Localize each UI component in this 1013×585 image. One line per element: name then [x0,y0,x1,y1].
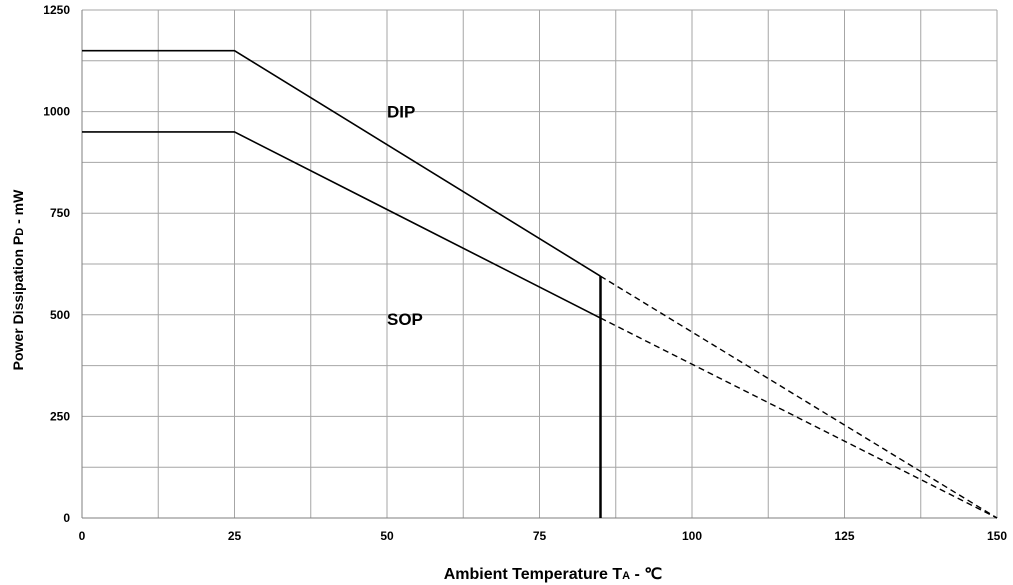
y-tick-label: 500 [50,308,70,322]
x-tick-label: 25 [228,529,242,543]
y-tick-label: 1000 [43,105,70,119]
x-axis-label: Ambient Temperature TA - ℃ [444,566,663,583]
series-extrapolation-sop [600,317,998,519]
y-tick-label: 750 [50,206,70,220]
x-tick-label: 150 [987,529,1007,543]
grid [81,9,998,519]
y-axis-label: Power Dissipation PD - mW [10,189,26,370]
annotation-dip: DIP [387,103,415,122]
x-tick-label: 75 [533,529,547,543]
tick-labels: 0 25 50 75 100 125 150 0 250 500 750 1000 1250 [43,3,1007,543]
x-tick-label: 100 [682,529,702,543]
y-tick-label: 250 [50,409,70,423]
series-line-sop [82,131,601,319]
annotation-sop: SOP [387,310,423,329]
x-tick-label: 125 [834,529,854,543]
annotations: DIP SOP [387,103,423,329]
series-lines [82,49,998,519]
x-tick-label: 50 [380,529,394,543]
series-line-dip [82,49,601,277]
y-tick-label: 0 [63,511,70,525]
y-tick-label: 1250 [43,3,70,17]
x-tick-label: 0 [79,529,86,543]
series-extrapolation-dip [600,275,998,519]
